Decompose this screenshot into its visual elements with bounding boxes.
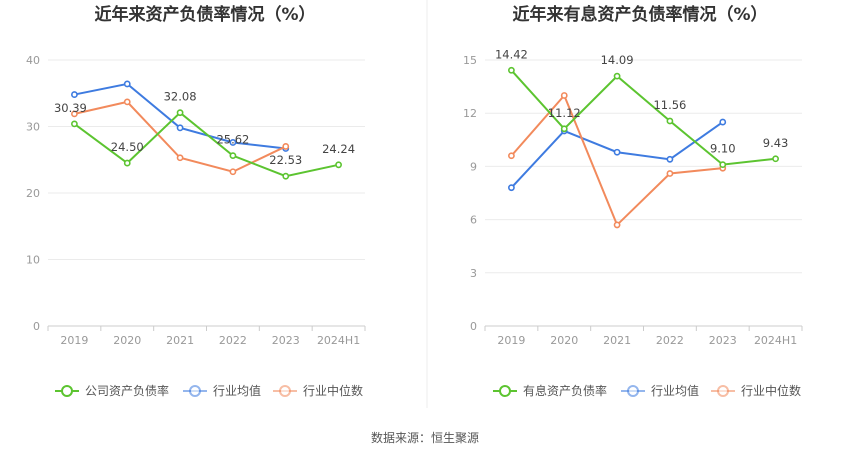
data-point (666, 155, 674, 163)
legend-swatch-marker (279, 385, 291, 397)
y-tick-label: 20 (26, 187, 40, 200)
data-point (71, 120, 78, 128)
data-point (335, 161, 342, 169)
data-point (71, 91, 78, 98)
data-source: 数据来源：恒生聚源 (371, 430, 479, 445)
data-point (123, 98, 131, 106)
series-line (510, 69, 776, 166)
data-point (719, 161, 727, 169)
chart-panel-interest-debt-ratio: 近年来有息资产负债率情况（%） 0 3 6 9 12 15 2019 2020 2021 2022 2… (463, 4, 803, 398)
legend-swatch-marker (189, 385, 201, 397)
legend-swatch-marker (499, 385, 511, 397)
data-label: 24.24 (322, 142, 355, 156)
data-point (176, 154, 184, 162)
legend-label: 公司资产负债率 (85, 383, 169, 398)
x-tick-label: 2020 (113, 334, 141, 347)
data-point (123, 159, 131, 167)
data-point (508, 66, 515, 74)
legend-item: 行业均值 (183, 383, 261, 398)
y-tick-label: 3 (470, 267, 477, 280)
chart-panel-debt-ratio: 近年来资产负债率情况（%） 0 10 20 30 40 2019 2020 2021 2022 20… (26, 4, 366, 398)
data-point (772, 155, 779, 163)
data-point (613, 221, 621, 229)
y-tick-label: 30 (26, 121, 40, 134)
y-tick-label: 9 (470, 160, 477, 173)
legend-label: 行业均值 (651, 383, 699, 398)
x-tick-label: 2021 (603, 334, 631, 347)
chart-title: 近年来资产负债率情况（%） (94, 4, 315, 25)
legend-swatch-marker (627, 385, 639, 397)
data-point (229, 139, 237, 146)
legend-swatch-marker (717, 385, 729, 397)
legend-swatch-marker (61, 385, 73, 397)
data-label: 14.42 (495, 47, 528, 61)
data-label: 11.12 (548, 106, 581, 120)
legend-label: 行业中位数 (741, 383, 801, 398)
y-tick-label: 6 (470, 214, 477, 227)
y-tick-label: 15 (463, 54, 477, 67)
series-line (510, 93, 723, 227)
data-label: 14.09 (601, 53, 634, 67)
data-point (508, 184, 515, 192)
legend-item: 有息资产负债率 (493, 383, 607, 398)
data-point (229, 168, 237, 176)
data-point (176, 109, 184, 117)
data-label: 24.50 (111, 140, 144, 154)
series-line (73, 111, 339, 178)
x-tick-label: 2024H1 (754, 334, 797, 347)
data-point (560, 92, 568, 99)
chart-title: 近年来有息资产负债率情况（%） (512, 4, 767, 25)
x-tick-label: 2022 (656, 334, 684, 347)
x-tick-label: 2019 (497, 334, 525, 347)
data-point (508, 152, 515, 160)
data-point (560, 125, 568, 133)
data-label: 32.08 (164, 90, 197, 104)
data-label: 25.62 (216, 133, 249, 147)
legend-item: 公司资产负债率 (55, 383, 169, 398)
data-label: 9.43 (763, 136, 789, 150)
x-tick-label: 2023 (709, 334, 737, 347)
data-point (176, 124, 184, 132)
data-label: 9.10 (710, 142, 736, 156)
legend-label: 有息资产负债率 (523, 383, 607, 398)
x-tick-label: 2020 (550, 334, 578, 347)
y-tick-label: 10 (26, 254, 40, 267)
data-point (123, 80, 131, 88)
data-point (71, 110, 78, 118)
x-tick-label: 2024H1 (317, 334, 360, 347)
y-tick-label: 0 (33, 320, 40, 333)
y-tick-label: 0 (470, 320, 477, 333)
x-tick-label: 2019 (60, 334, 88, 347)
y-tick-label: 12 (463, 107, 477, 120)
legend-item: 行业中位数 (273, 383, 363, 398)
x-tick-label: 2023 (272, 334, 300, 347)
data-point (613, 72, 621, 80)
data-point (282, 143, 290, 150)
data-point (613, 148, 621, 156)
data-label: 22.53 (269, 153, 302, 167)
data-point (666, 117, 674, 125)
data-label: 30.39 (54, 101, 87, 115)
legend-item: 行业中位数 (711, 383, 801, 398)
x-tick-label: 2022 (219, 334, 247, 347)
legend-label: 行业均值 (213, 383, 261, 398)
data-point (719, 118, 727, 126)
data-point (666, 170, 674, 177)
data-label: 11.56 (653, 98, 686, 112)
data-point (282, 172, 290, 180)
legend-item: 行业均值 (621, 383, 699, 398)
y-tick-label: 40 (26, 54, 40, 67)
legend-label: 行业中位数 (303, 383, 363, 398)
data-point (229, 152, 237, 160)
x-tick-label: 2021 (166, 334, 194, 347)
